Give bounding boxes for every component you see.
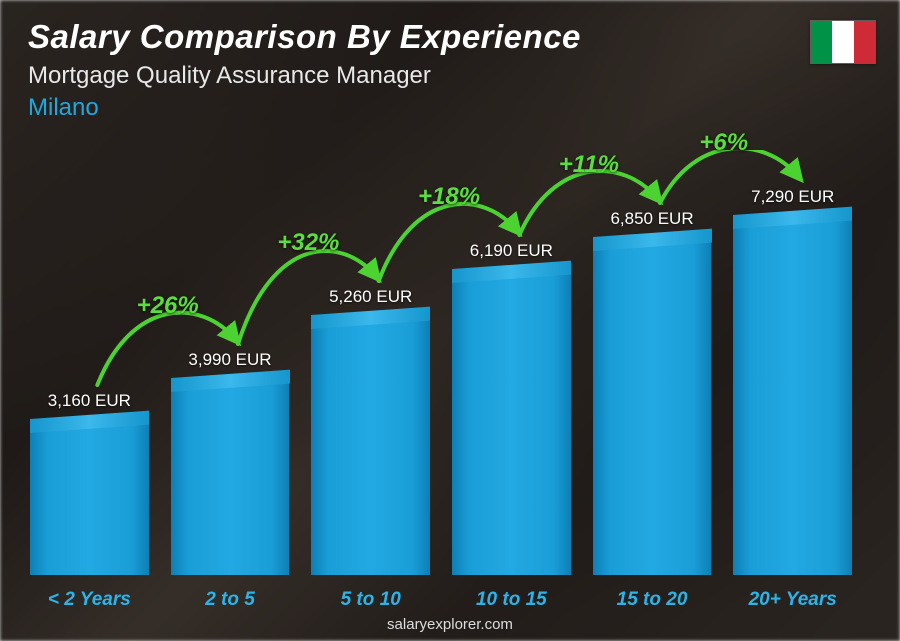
bar-5: 7,290 EUR: [733, 187, 852, 575]
bar-value-label: 3,160 EUR: [48, 391, 131, 411]
x-label: < 2 Years: [30, 589, 149, 611]
increase-pct-label: +18%: [418, 183, 480, 211]
bar-rect: [593, 237, 712, 575]
footer-attribution: salaryexplorer.com: [0, 616, 900, 633]
bar-rect: [733, 215, 852, 575]
bar-4: 6,850 EUR: [593, 209, 712, 575]
header: Salary Comparison By Experience Mortgage…: [28, 18, 581, 122]
bars-container: 3,160 EUR 3,990 EUR 5,260 EUR 6,190 EUR 6,85…: [30, 150, 852, 575]
increase-pct-label: +32%: [277, 229, 339, 257]
bar-value-label: 6,190 EUR: [470, 241, 553, 261]
increase-pct-label: +6%: [699, 129, 748, 157]
page-title: Salary Comparison By Experience: [28, 18, 581, 56]
bar-2: 5,260 EUR: [311, 287, 430, 575]
flag-stripe-green: [811, 21, 832, 63]
bar-rect: [30, 419, 149, 575]
increase-pct-label: +11%: [559, 151, 619, 179]
bar-value-label: 5,260 EUR: [329, 287, 412, 307]
flag-stripe-white: [832, 21, 853, 63]
x-label: 2 to 5: [171, 589, 290, 611]
bar-3: 6,190 EUR: [452, 241, 571, 575]
x-label: 5 to 10: [311, 589, 430, 611]
x-axis-labels: < 2 Years 2 to 5 5 to 10 10 to 15 15 to 20 20…: [30, 589, 852, 611]
job-title: Mortgage Quality Assurance Manager: [28, 62, 581, 90]
bar-chart: 3,160 EUR 3,990 EUR 5,260 EUR 6,190 EUR 6,85…: [30, 150, 852, 575]
flag-stripe-red: [854, 21, 875, 63]
location: Milano: [28, 94, 581, 122]
increase-pct-label: +26%: [137, 292, 199, 320]
bar-value-label: 7,290 EUR: [751, 187, 834, 207]
bar-rect: [311, 315, 430, 575]
bar-rect: [171, 378, 290, 575]
country-flag-italy: [810, 20, 876, 64]
x-label: 15 to 20: [593, 589, 712, 611]
bar-value-label: 6,850 EUR: [610, 209, 693, 229]
bar-0: 3,160 EUR: [30, 391, 149, 575]
bar-rect: [452, 269, 571, 575]
x-label: 20+ Years: [733, 589, 852, 611]
bar-1: 3,990 EUR: [171, 350, 290, 575]
x-label: 10 to 15: [452, 589, 571, 611]
content-layer: Salary Comparison By Experience Mortgage…: [0, 0, 900, 641]
bar-value-label: 3,990 EUR: [188, 350, 271, 370]
